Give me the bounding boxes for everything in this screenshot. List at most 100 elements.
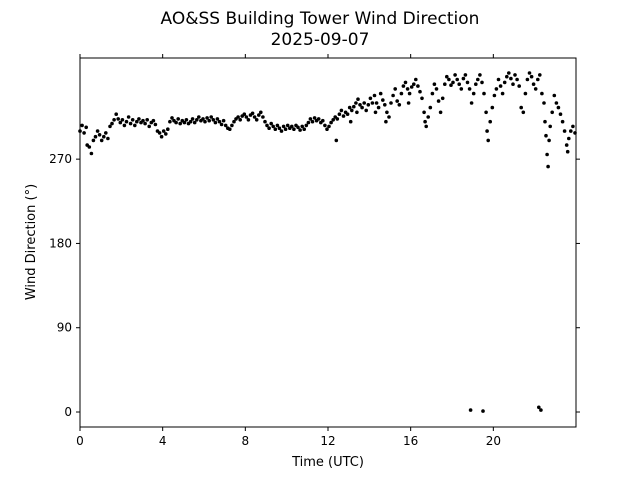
data-point-78: [238, 118, 242, 122]
data-point-183: [440, 96, 445, 101]
data-point-18: [114, 112, 118, 116]
x-axis-ticks: 0 4 8 12 16 20: [76, 54, 501, 448]
data-point-92: [267, 126, 271, 130]
data-point-114: [312, 116, 317, 120]
data-point-232: [536, 77, 540, 82]
data-point-13: [104, 131, 108, 135]
data-point-118: [321, 118, 325, 123]
data-point-217: [505, 74, 509, 79]
data-point-31: [141, 118, 145, 123]
data-point-229: [529, 74, 534, 79]
data-point-189: [453, 73, 457, 77]
data-point-127: [337, 112, 342, 116]
data-point-49: [178, 121, 182, 126]
data-point-213: [496, 77, 501, 82]
data-point-27: [133, 123, 137, 128]
data-point-70: [221, 118, 226, 123]
data-point-42: [164, 132, 168, 136]
data-point-215: [500, 91, 505, 96]
data-point-137: [355, 110, 359, 115]
data-point-167: [409, 85, 414, 89]
data-point-131: [345, 112, 350, 116]
data-point-245: [552, 93, 557, 98]
data-point-135: [352, 104, 356, 109]
data-point-154: [385, 110, 389, 115]
data-point-171: [418, 89, 422, 94]
data-point-20: [118, 120, 123, 125]
data-point-166: [407, 91, 412, 96]
data-point-201: [476, 77, 480, 82]
data-point-254: [569, 129, 573, 133]
data-point-61: [203, 119, 207, 124]
data-point-104: [292, 127, 296, 131]
data-point-121: [327, 124, 331, 129]
data-point-144: [368, 96, 373, 101]
data-point-156: [389, 101, 393, 105]
data-point-39: [157, 131, 162, 135]
y-axis-label: Wind Direction (°): [24, 184, 39, 300]
data-point-169: [414, 77, 418, 82]
data-point-179: [432, 82, 437, 86]
data-point-139: [358, 103, 362, 107]
data-point-193: [461, 76, 466, 81]
x-axis-label: Time (UTC): [291, 455, 364, 470]
data-point-120: [325, 127, 329, 131]
data-point-106: [296, 125, 300, 130]
data-point-32: [143, 121, 147, 126]
data-point-14: [106, 136, 110, 141]
data-point-145: [370, 101, 375, 105]
data-point-16: [110, 121, 114, 126]
data-point-45: [170, 116, 174, 120]
x-tick-label-16: 16: [403, 434, 418, 448]
data-point-43: [166, 127, 170, 131]
data-point-160: [397, 103, 402, 107]
data-point-93: [269, 121, 274, 126]
data-point-123: [331, 118, 336, 122]
data-point-54: [188, 119, 193, 124]
data-point-65: [211, 118, 216, 122]
data-point-203: [480, 80, 484, 85]
data-point-153: [384, 119, 388, 124]
data-point-241: [546, 164, 550, 169]
data-point-98: [279, 129, 284, 133]
data-point-126: [335, 117, 340, 121]
data-point-29: [137, 117, 141, 121]
data-point-240: [545, 152, 549, 157]
data-point-225: [521, 110, 526, 115]
data-point-146: [372, 93, 377, 98]
data-point-149: [376, 105, 381, 110]
data-point-142: [364, 108, 369, 113]
data-point-208: [486, 138, 491, 143]
data-point-228: [527, 71, 532, 75]
data-point-7: [91, 138, 96, 143]
data-point-199: [471, 91, 476, 96]
data-point-66: [213, 120, 218, 125]
data-point-101: [285, 123, 290, 128]
y-tick-label-180: 180: [49, 236, 72, 250]
x-tick-label-20: 20: [486, 434, 501, 448]
data-point-205: [482, 91, 486, 96]
data-point-138: [356, 97, 360, 101]
data-point-250: [562, 129, 567, 133]
data-point-200: [474, 82, 478, 86]
y-tick-label-90: 90: [57, 321, 72, 335]
data-point-184: [443, 82, 447, 86]
data-point-17: [112, 118, 116, 122]
data-point-255: [571, 124, 575, 129]
data-point-60: [201, 117, 205, 121]
data-point-74: [230, 123, 234, 128]
data-point-186: [447, 77, 451, 82]
data-point-224: [519, 105, 523, 110]
data-point-216: [502, 80, 507, 85]
data-point-107: [298, 128, 302, 132]
data-point-21: [120, 118, 125, 122]
data-point-152: [383, 103, 387, 107]
x-tick-label-12: 12: [320, 434, 335, 448]
data-point-8: [93, 134, 98, 139]
data-point-178: [430, 91, 435, 96]
data-point-242: [547, 138, 551, 143]
data-point-81: [244, 115, 249, 119]
data-point-236: [540, 91, 544, 96]
chart-subtitle: 2025-09-07: [271, 30, 370, 50]
